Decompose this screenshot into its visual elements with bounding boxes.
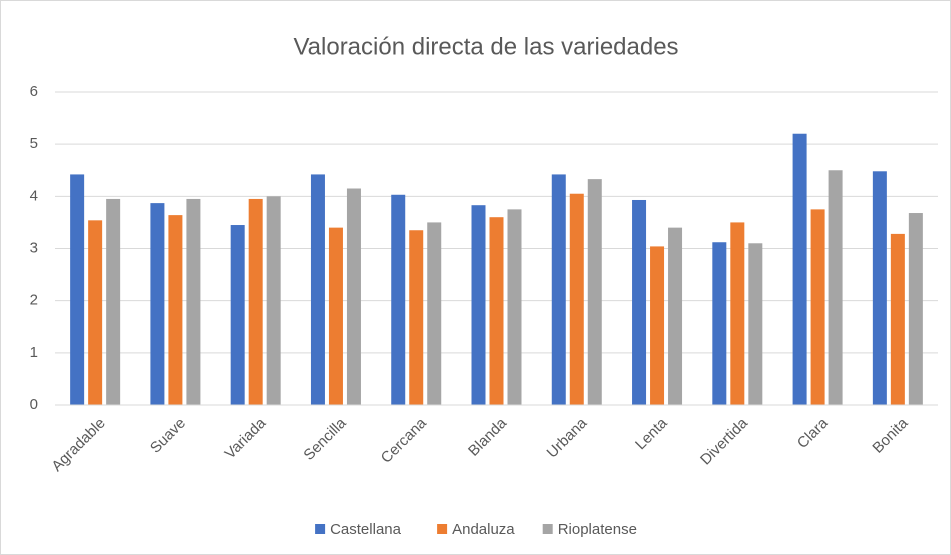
bar — [908, 213, 923, 405]
bar — [551, 174, 566, 405]
bar — [668, 227, 683, 405]
bar — [248, 198, 263, 405]
bar — [489, 217, 504, 405]
bar — [872, 171, 887, 405]
bar — [230, 225, 245, 405]
legend-label: Andaluza — [452, 521, 515, 538]
bar — [748, 243, 763, 405]
legend-label: Castellana — [330, 521, 402, 538]
bar — [150, 203, 165, 405]
y-tick-label: 2 — [30, 292, 38, 309]
bar — [266, 196, 281, 405]
bar — [730, 222, 745, 405]
bar — [471, 205, 486, 405]
bar — [569, 193, 584, 405]
legend-swatch — [315, 524, 326, 534]
bar — [632, 199, 647, 405]
bar — [346, 188, 361, 405]
bar — [792, 133, 807, 405]
bar — [70, 174, 85, 405]
bar — [391, 194, 406, 405]
bar — [328, 227, 343, 405]
legend-label: Rioplatense — [558, 521, 637, 538]
bar — [650, 246, 665, 405]
bar — [828, 170, 843, 405]
y-tick-label: 3 — [30, 239, 38, 256]
y-tick-label: 5 — [30, 135, 38, 152]
bar — [106, 198, 121, 405]
bar — [168, 215, 183, 405]
bar — [310, 174, 325, 405]
y-tick-label: 4 — [30, 187, 38, 204]
legend-swatch — [437, 524, 448, 534]
y-tick-label: 1 — [30, 344, 38, 361]
legend-swatch — [542, 524, 553, 534]
bar — [427, 222, 442, 405]
bar — [88, 220, 103, 405]
bar — [587, 179, 602, 405]
bar — [409, 230, 424, 405]
bar — [186, 198, 201, 405]
y-tick-label: 6 — [30, 83, 38, 100]
bar — [712, 242, 727, 405]
bar — [890, 233, 905, 405]
chart-title: Valoración directa de las variedades — [293, 33, 678, 60]
y-tick-label: 0 — [30, 396, 38, 413]
bar — [507, 209, 522, 405]
bar — [810, 209, 825, 405]
